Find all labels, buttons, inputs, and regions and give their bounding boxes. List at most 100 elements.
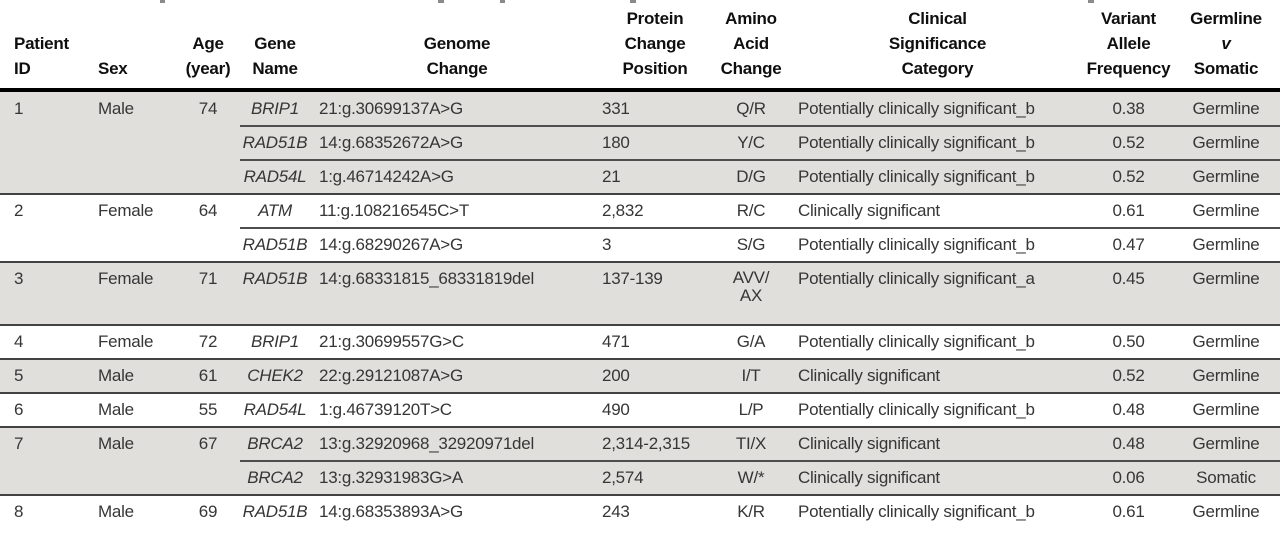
patient-group: 6 Male 55 RAD54L 1:g.46739120T>C 490 L/P Potent… bbox=[0, 392, 1280, 427]
cell-amino: W/* bbox=[737, 468, 765, 487]
cell-vaf: 0.52 bbox=[1112, 167, 1145, 186]
header-line: Category bbox=[901, 59, 974, 78]
header-cell-sex: Sex bbox=[96, 56, 182, 81]
cell-protein: 471 bbox=[602, 332, 630, 351]
header-line: Genome bbox=[423, 34, 491, 53]
header-line: Sex bbox=[98, 59, 128, 78]
header-line: Protein bbox=[626, 9, 684, 28]
cell-protein: 490 bbox=[602, 400, 630, 419]
cropped-caption-remnant bbox=[0, 0, 1280, 6]
cell-gene: ATM bbox=[258, 201, 292, 220]
header-cell-germline-v-somatic: Germline v Somatic bbox=[1172, 6, 1280, 81]
cell-genome: 21:g.30699557G>C bbox=[319, 332, 464, 351]
header-line: Frequency bbox=[1086, 59, 1171, 78]
cell-amino: G/A bbox=[736, 332, 766, 351]
cell-origin: Somatic bbox=[1196, 468, 1256, 487]
patient-group: 1 Male 74 BRIP1 21:g.30699137A>G 331 Q/R Potent… bbox=[0, 92, 1280, 194]
cell-sex: Female bbox=[98, 332, 154, 351]
cell-vaf: 0.52 bbox=[1112, 133, 1145, 152]
header-cell-variant-allele-frequency: Variant Allele Frequency bbox=[1085, 6, 1172, 81]
header-line: Allele bbox=[1106, 34, 1151, 53]
header-line: Clinical bbox=[908, 9, 967, 28]
cell-amino: I/T bbox=[741, 366, 761, 385]
table-row: RAD54L 1:g.46714242A>G 21 D/G Potentially cl… bbox=[0, 159, 1280, 194]
header-line: Change bbox=[624, 34, 686, 53]
cell-origin: Germline bbox=[1192, 133, 1260, 152]
header-cell-gene-name: Gene Name bbox=[234, 31, 316, 81]
header-line: Somatic bbox=[1193, 59, 1259, 78]
cell-gene: BRCA2 bbox=[247, 468, 303, 487]
cell-gene: RAD51B bbox=[242, 269, 308, 288]
cell-genome: 14:g.68331815_68331819del bbox=[319, 269, 534, 288]
header-line: Change bbox=[720, 59, 782, 78]
cell-clinical: Potentially clinically significant_b bbox=[798, 99, 1035, 118]
patient-group: 7 Male 67 BRCA2 13:g.32920968_32920971del 2,3… bbox=[0, 426, 1280, 495]
cell-protein: 180 bbox=[602, 133, 630, 152]
cell-origin: Germline bbox=[1192, 269, 1260, 288]
header-line: Significance bbox=[888, 34, 987, 53]
header-cell-patient-id: Patient ID bbox=[0, 31, 96, 81]
cell-patient: 6 bbox=[14, 400, 24, 419]
cell-vaf: 0.50 bbox=[1112, 332, 1145, 351]
cell-gene: RAD51B bbox=[242, 133, 308, 152]
cell-origin: Germline bbox=[1192, 167, 1260, 186]
cell-clinical: Potentially clinically significant_b bbox=[798, 502, 1035, 521]
cell-sex: Male bbox=[98, 366, 134, 385]
table-row: BRCA2 13:g.32931983G>A 2,574 W/* Clinically … bbox=[0, 460, 1280, 495]
header-line: Acid bbox=[733, 34, 769, 53]
patient-group: 3 Female 71 RAD51B 14:g.68331815_68331819del… bbox=[0, 261, 1280, 325]
header-line: Name bbox=[252, 59, 298, 78]
header-line: (year) bbox=[185, 59, 231, 78]
cell-protein: 243 bbox=[602, 502, 630, 521]
table-row: 1 Male 74 BRIP1 21:g.30699137A>G 331 Q/R Potent… bbox=[0, 92, 1280, 126]
cell-vaf: 0.45 bbox=[1112, 269, 1145, 288]
cell-protein: 200 bbox=[602, 366, 630, 385]
patient-group: 4 Female 72 BRIP1 21:g.30699557G>C 471 G/A Pote… bbox=[0, 324, 1280, 359]
header-cell-age: Age (year) bbox=[182, 31, 234, 81]
patient-group: 8 Male 69 RAD51B 14:g.68353893A>G 243 K/R Poten… bbox=[0, 494, 1280, 529]
table-header-row: Patient ID Sex Age (year) Gene Name Geno… bbox=[0, 6, 1280, 92]
cell-vaf: 0.61 bbox=[1112, 502, 1145, 521]
cell-clinical: Potentially clinically significant_b bbox=[798, 133, 1035, 152]
cell-clinical: Potentially clinically significant_b bbox=[798, 400, 1035, 419]
cell-patient: 5 bbox=[14, 366, 24, 385]
cell-gene: CHEK2 bbox=[247, 366, 303, 385]
header-line: Age bbox=[192, 34, 224, 53]
cell-protein: 21 bbox=[602, 167, 621, 186]
header-line: Change bbox=[426, 59, 488, 78]
cell-gene: RAD51B bbox=[242, 235, 308, 254]
cell-genome: 13:g.32931983G>A bbox=[319, 468, 463, 487]
cell-amino: L/P bbox=[738, 400, 764, 419]
cell-genome: 11:g.108216545C>T bbox=[319, 201, 469, 220]
cell-genome: 14:g.68290267A>G bbox=[319, 235, 463, 254]
header-line: Gene bbox=[254, 34, 296, 53]
cell-protein: 2,314-2,315 bbox=[602, 434, 690, 453]
cell-gene: RAD54L bbox=[243, 167, 307, 186]
header-line: Amino bbox=[725, 9, 777, 28]
cell-age: 72 bbox=[198, 332, 218, 351]
cell-age: 67 bbox=[198, 434, 218, 453]
cell-genome: 22:g.29121087A>G bbox=[319, 366, 463, 385]
table-body: 1 Male 74 BRIP1 21:g.30699137A>G 331 Q/R Potent… bbox=[0, 92, 1280, 529]
cell-vaf: 0.38 bbox=[1112, 99, 1145, 118]
cell-gene: RAD54L bbox=[243, 400, 307, 419]
cell-age: 71 bbox=[198, 269, 218, 288]
patient-group: 5 Male 61 CHEK2 22:g.29121087A>G 200 I/T Clinic… bbox=[0, 358, 1280, 393]
cell-amino: D/G bbox=[736, 167, 766, 186]
cell-clinical: Clinically significant bbox=[798, 201, 940, 220]
table-row: 8 Male 69 RAD51B 14:g.68353893A>G 243 K/R Poten… bbox=[0, 494, 1280, 529]
cell-gene: BRCA2 bbox=[247, 434, 303, 453]
table-row: 6 Male 55 RAD54L 1:g.46739120T>C 490 L/P Potent… bbox=[0, 392, 1280, 427]
cell-sex: Male bbox=[98, 400, 134, 419]
cell-vaf: 0.47 bbox=[1112, 235, 1145, 254]
cell-origin: Germline bbox=[1192, 235, 1260, 254]
header-line: v bbox=[1221, 34, 1231, 53]
cell-sex: Male bbox=[98, 502, 134, 521]
cell-origin: Germline bbox=[1192, 201, 1260, 220]
cell-origin: Germline bbox=[1192, 502, 1260, 521]
header-line: Variant bbox=[1101, 9, 1156, 28]
header-line: ID bbox=[14, 59, 31, 78]
table-row: RAD51B 14:g.68352672A>G 180 Y/C Potentially … bbox=[0, 125, 1280, 160]
cell-genome: 14:g.68353893A>G bbox=[319, 502, 463, 521]
cell-clinical: Potentially clinically significant_b bbox=[798, 167, 1035, 186]
